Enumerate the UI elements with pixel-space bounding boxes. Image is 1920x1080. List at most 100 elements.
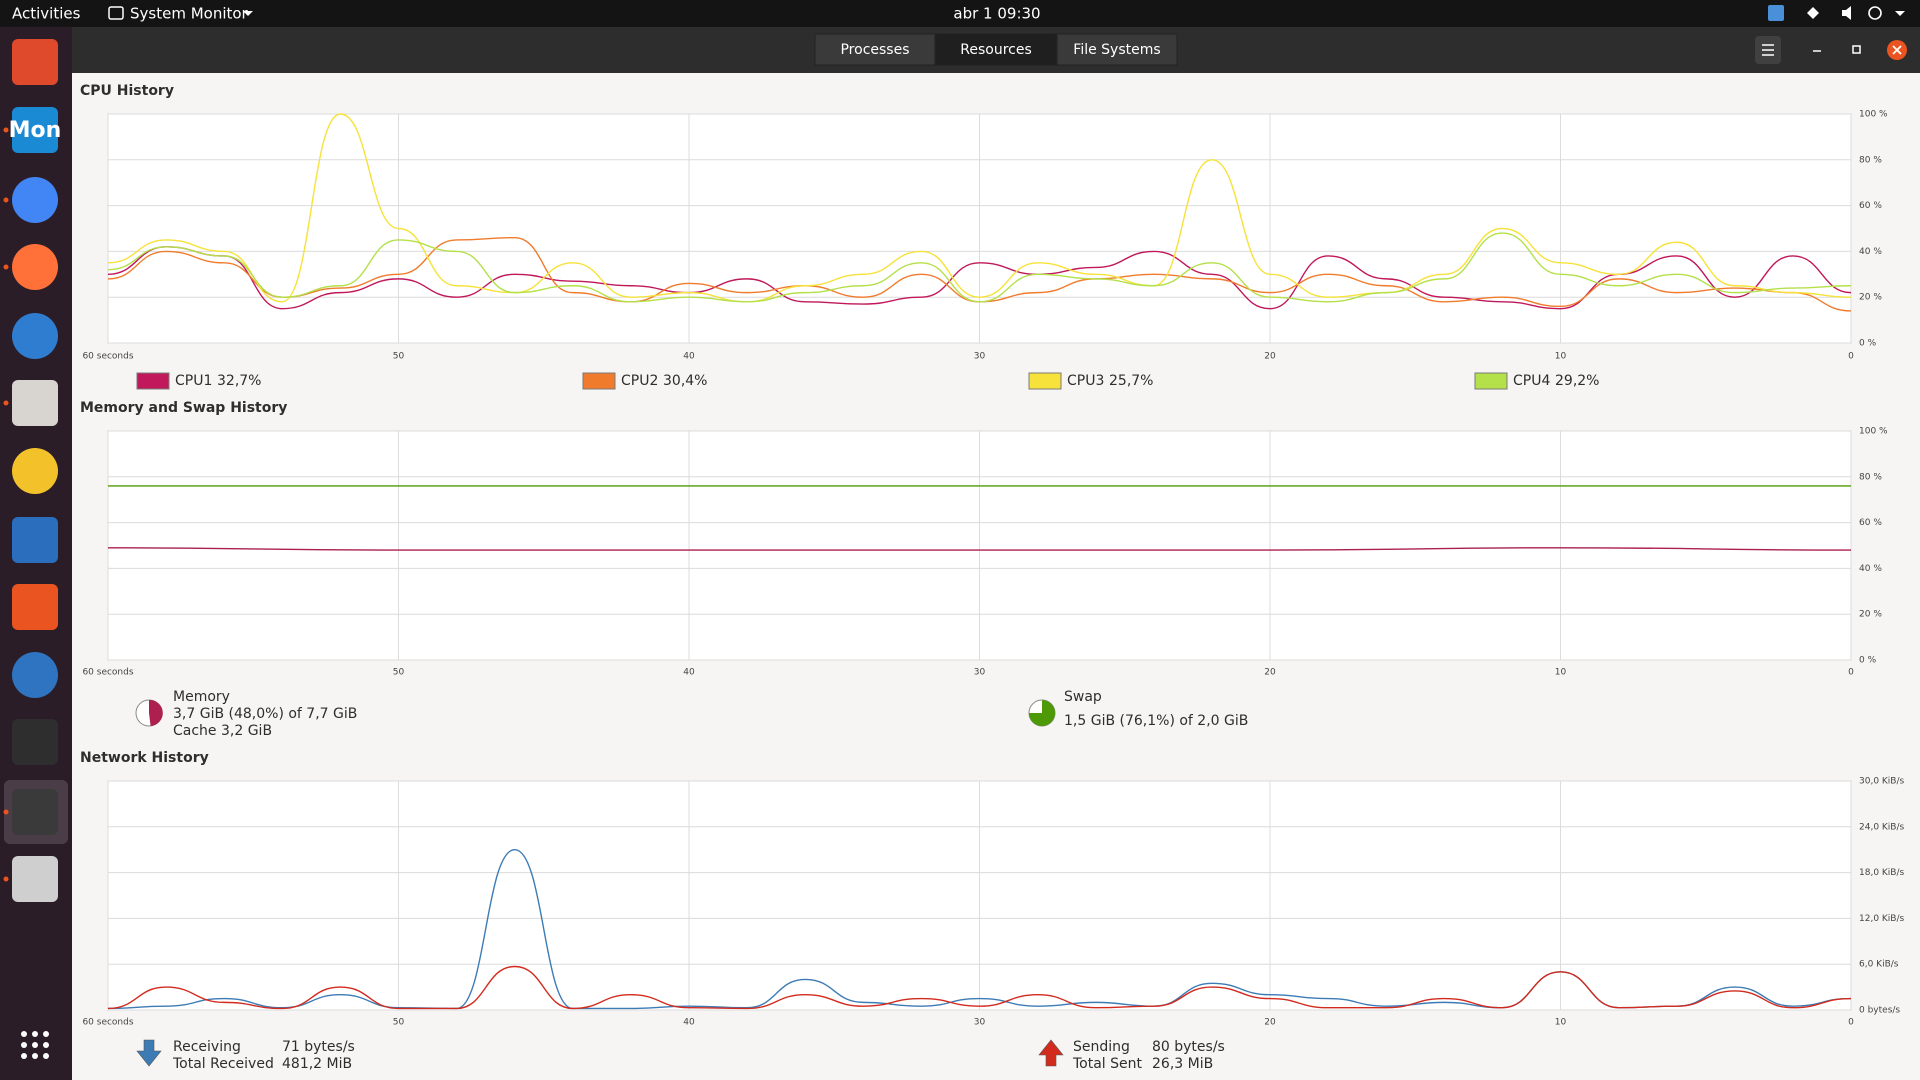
running-indicator (3, 876, 9, 882)
dock-app-icon[interactable] (12, 719, 58, 765)
chart-title: CPU History (80, 83, 174, 99)
y-tick-label: 18,0 KiB/s (1859, 868, 1905, 878)
dock-app-icon[interactable] (12, 856, 58, 902)
swap-detail: 1,5 GiB (76,1%) of 2,0 GiB (1064, 713, 1248, 729)
legend-label: Memory (173, 689, 230, 705)
show-apps-dot[interactable] (32, 1053, 38, 1059)
clock[interactable]: abr 1 09:30 (953, 5, 1040, 23)
series-line (107, 236, 1852, 312)
activities-button[interactable]: Activities (12, 5, 81, 23)
volume-icon[interactable] (1842, 6, 1851, 20)
x-tick-label: 10 (1555, 668, 1567, 678)
dock-app-icon[interactable] (12, 39, 58, 85)
dock-app-icon[interactable] (12, 584, 58, 630)
y-tick-label: 12,0 KiB/s (1859, 914, 1905, 924)
x-tick-label: 0 (1848, 668, 1854, 678)
show-apps-dot[interactable] (21, 1053, 27, 1059)
y-tick-label: 30,0 KiB/s (1859, 777, 1905, 787)
memory-detail: 3,7 GiB (48,0%) of 7,7 GiB (173, 706, 357, 722)
y-tick-label: 20 % (1859, 610, 1882, 620)
x-tick-label: 10 (1555, 352, 1567, 362)
dock-app-icon[interactable] (12, 313, 58, 359)
y-tick-label: 6,0 KiB/s (1859, 960, 1899, 970)
legend-arrow[interactable] (136, 1039, 162, 1067)
sending-rate: 80 bytes/s (1152, 1039, 1225, 1055)
y-tick-label: 100 % (1859, 110, 1888, 120)
x-tick-label: 60 seconds (82, 1018, 133, 1028)
y-tick-label: 20 % (1859, 293, 1882, 303)
x-tick-label: 30 (974, 352, 986, 362)
y-tick-label: 0 % (1859, 339, 1877, 349)
tab[interactable] (1056, 33, 1178, 66)
legend-pie-wedge (149, 699, 163, 726)
dock-app-icon[interactable] (12, 380, 58, 426)
menu-icon (1762, 44, 1774, 56)
tray-icon[interactable] (1768, 5, 1784, 21)
legend-swatch[interactable] (1028, 372, 1062, 390)
legend-value: 30,4% (663, 373, 707, 389)
x-tick-label: 50 (393, 352, 405, 362)
dock-app-icon[interactable] (12, 652, 58, 698)
y-tick-label: 24,0 KiB/s (1859, 822, 1905, 832)
legend-swatch[interactable] (582, 372, 616, 390)
legend-value: 29,2% (1555, 373, 1599, 389)
show-apps-dot[interactable] (21, 1031, 27, 1037)
app-menu[interactable]: System Monitor (130, 5, 249, 23)
x-tick-label: 10 (1555, 1018, 1567, 1028)
legend-swatch[interactable] (136, 372, 170, 390)
x-tick-label: 40 (683, 352, 695, 362)
top-bar (0, 0, 1920, 27)
x-tick-label: 20 (1264, 668, 1276, 678)
x-tick-label: 30 (974, 668, 986, 678)
legend-arrow[interactable] (1038, 1039, 1064, 1067)
dock-app-icon[interactable] (12, 448, 58, 494)
x-tick-label: 40 (683, 1018, 695, 1028)
total-received-label: Total Received (172, 1056, 274, 1072)
running-indicator (3, 400, 9, 406)
y-tick-label: 0 % (1859, 656, 1877, 666)
show-apps-dot[interactable] (43, 1031, 49, 1037)
show-apps-dot[interactable] (21, 1042, 27, 1048)
x-tick-label: 40 (683, 668, 695, 678)
x-tick-label: 20 (1264, 1018, 1276, 1028)
y-tick-label: 80 % (1859, 472, 1882, 482)
show-apps-dot[interactable] (32, 1042, 38, 1048)
app-icon (108, 6, 124, 20)
x-tick-label: 20 (1264, 352, 1276, 362)
legend-label: CPU3 (1067, 373, 1104, 389)
show-apps-dot[interactable] (43, 1042, 49, 1048)
y-tick-label: 0 bytes/s (1859, 1006, 1900, 1016)
legend-value: 32,7% (217, 373, 261, 389)
legend-swatch[interactable] (1474, 372, 1508, 390)
tab[interactable] (935, 33, 1057, 66)
tab-label[interactable]: Processes (840, 42, 909, 58)
tab-label[interactable]: File Systems (1073, 42, 1160, 58)
legend-label: CPU4 (1513, 373, 1550, 389)
dock-app-icon[interactable] (12, 107, 58, 153)
dock-app-icon[interactable] (12, 789, 58, 835)
dock-app-icon[interactable] (12, 517, 58, 563)
dock-app-icon[interactable] (12, 177, 58, 223)
total-sent-label: Total Sent (1072, 1056, 1143, 1072)
y-tick-label: 80 % (1859, 155, 1882, 165)
receiving-rate: 71 bytes/s (282, 1039, 355, 1055)
legend-label: Swap (1064, 689, 1102, 705)
maximize-button[interactable] (1852, 45, 1861, 54)
series-line (107, 232, 1852, 303)
tab-label[interactable]: Resources (960, 42, 1032, 58)
show-apps-dot[interactable] (32, 1031, 38, 1037)
power-icon[interactable] (1868, 6, 1882, 20)
tab[interactable] (814, 33, 936, 66)
system-menu-arrow[interactable] (1895, 11, 1905, 16)
x-tick-label: 30 (974, 1018, 986, 1028)
app-menu-arrow (243, 11, 253, 16)
network-icon[interactable] (1807, 7, 1819, 19)
close-icon (1892, 45, 1902, 55)
show-apps-dot[interactable] (43, 1053, 49, 1059)
series-line (107, 246, 1852, 310)
y-tick-label: 60 % (1859, 518, 1882, 528)
dock-app-icon[interactable] (12, 244, 58, 290)
memory-cache: Cache 3,2 GiB (173, 723, 272, 739)
chart-title: Network History (80, 750, 209, 766)
x-tick-label: 60 seconds (82, 352, 133, 362)
